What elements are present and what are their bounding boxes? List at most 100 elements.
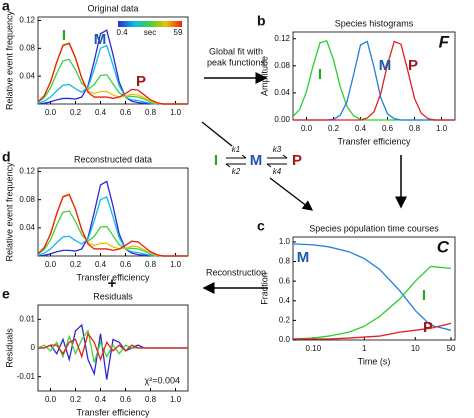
y-axis-label: Relative event frequency (4, 10, 14, 110)
y-tick-label: 0 (31, 343, 36, 352)
series-label: M (379, 57, 392, 74)
panel-letter: e (2, 286, 10, 302)
x-tick-label: 0.4 (95, 108, 107, 117)
x-tick-label: 0.10 (306, 344, 322, 353)
y-tick-label: 0.01 (19, 314, 35, 323)
plot-frame (292, 236, 456, 341)
plot-frame (37, 16, 189, 105)
rate: k3 (273, 145, 282, 154)
y-tick-label: 0.12 (19, 167, 35, 176)
x-tick-label: 0.0 (301, 124, 313, 133)
fit-text: peak functions (207, 57, 266, 67)
x-tick-label: 0.2 (328, 124, 340, 133)
plot-frame (37, 167, 189, 257)
x-axis-label: Transfer efficiency (76, 407, 150, 417)
species: M (250, 152, 263, 169)
panel-letter: d (2, 149, 11, 165)
colorbar-label: 59 (174, 28, 183, 37)
y-tick-label: 1.0 (279, 237, 291, 246)
x-tick-label: 1.0 (170, 108, 182, 117)
rate: k4 (273, 167, 282, 176)
panel-letter: b (257, 13, 266, 29)
peak-label: M (94, 31, 107, 48)
y-tick-label: 0.6 (279, 276, 291, 285)
x-tick-label: 0.8 (145, 395, 157, 404)
x-axis-label: Transfer efficiency (76, 272, 150, 282)
x-tick-label: 0.6 (120, 260, 132, 269)
y-tick-label: 0.2 (279, 315, 291, 324)
series-label: I (318, 66, 322, 83)
series-line (293, 40, 455, 121)
panel-title: Residuals (93, 291, 133, 301)
peak-label: P (136, 73, 146, 90)
panel-title: Original data (87, 3, 138, 13)
y-axis-label: Residuals (4, 328, 14, 368)
y-tick-label: 0.8 (279, 257, 291, 266)
y-tick-label: 0.08 (19, 195, 35, 204)
peak-label: I (62, 27, 66, 44)
x-tick-label: 0.6 (382, 124, 394, 133)
y-axis-label: Fraction (259, 272, 269, 305)
equilibrium-arrow (225, 154, 247, 168)
x-tick-label: 50 (447, 344, 456, 353)
series-line (292, 265, 452, 340)
x-tick-label: 0.2 (70, 108, 82, 117)
series-line (37, 42, 188, 105)
annotation: χ²=0.004 (145, 375, 181, 385)
plus: + (108, 275, 117, 292)
x-tick-label: 0.0 (45, 395, 57, 404)
y-tick-label: 0.04 (274, 88, 290, 97)
x-tick-label: 1.0 (170, 395, 182, 404)
series-line (38, 332, 188, 362)
x-tick-label: 10 (411, 344, 420, 353)
y-tick-label: 0.08 (274, 61, 290, 70)
colorbar (118, 21, 182, 27)
series-label: M (297, 249, 310, 266)
x-tick-label: 0.6 (120, 395, 132, 404)
colorbar-label: sec (144, 28, 156, 37)
corner-letter: C (437, 237, 450, 256)
x-tick-label: 1.0 (170, 260, 182, 269)
x-tick-label: 0.8 (409, 124, 421, 133)
x-axis-label: Transfer efficiency (337, 136, 411, 146)
x-tick-label: 0.0 (45, 260, 57, 269)
panel-title: Species population time courses (309, 223, 439, 233)
y-tick-label: -0.01 (17, 372, 36, 381)
y-axis-label: Relative event frequency (4, 162, 14, 262)
colorbar-label: 0.4 (116, 28, 128, 37)
x-tick-label: 0.4 (355, 124, 367, 133)
x-tick-label: 0.4 (95, 395, 107, 404)
x-tick-label: 0.4 (95, 260, 107, 269)
y-tick-label: 0.4 (279, 296, 291, 305)
y-tick-label: 0.08 (19, 43, 35, 52)
series-line (292, 243, 452, 331)
x-tick-label: 0.6 (120, 108, 132, 117)
connector (201, 121, 233, 147)
species: P (292, 152, 302, 169)
y-tick-label: 0.12 (19, 16, 35, 25)
y-axis-label: Amplitude (259, 56, 269, 96)
panel-title: Species histograms (335, 18, 414, 28)
fit-text: Global fit with (209, 46, 263, 56)
series-label: I (422, 287, 426, 304)
x-tick-label: 0.8 (145, 260, 157, 269)
y-tick-label: 0.00 (274, 115, 290, 124)
x-tick-label: 0.0 (45, 108, 57, 117)
arrow (269, 177, 314, 211)
rate: k1 (232, 145, 240, 154)
series-line (293, 322, 452, 340)
x-tick-label: 1 (362, 344, 367, 353)
species: I (214, 152, 218, 169)
x-tick-label: 0.2 (70, 260, 82, 269)
equilibrium-arrow (266, 154, 288, 168)
panel-letter: c (257, 218, 265, 234)
series-label: P (423, 319, 433, 336)
y-tick-label: 0.04 (19, 71, 35, 80)
y-tick-label: 0.0 (279, 335, 291, 344)
y-tick-label: 0.12 (274, 34, 290, 43)
series-label: P (408, 57, 418, 74)
x-tick-label: 0.2 (70, 395, 82, 404)
panel-title: Reconstructed data (74, 154, 152, 164)
scheme: I k1 k2 M k3 k4 P (214, 145, 302, 176)
x-axis-label: Time (s) (358, 356, 391, 366)
